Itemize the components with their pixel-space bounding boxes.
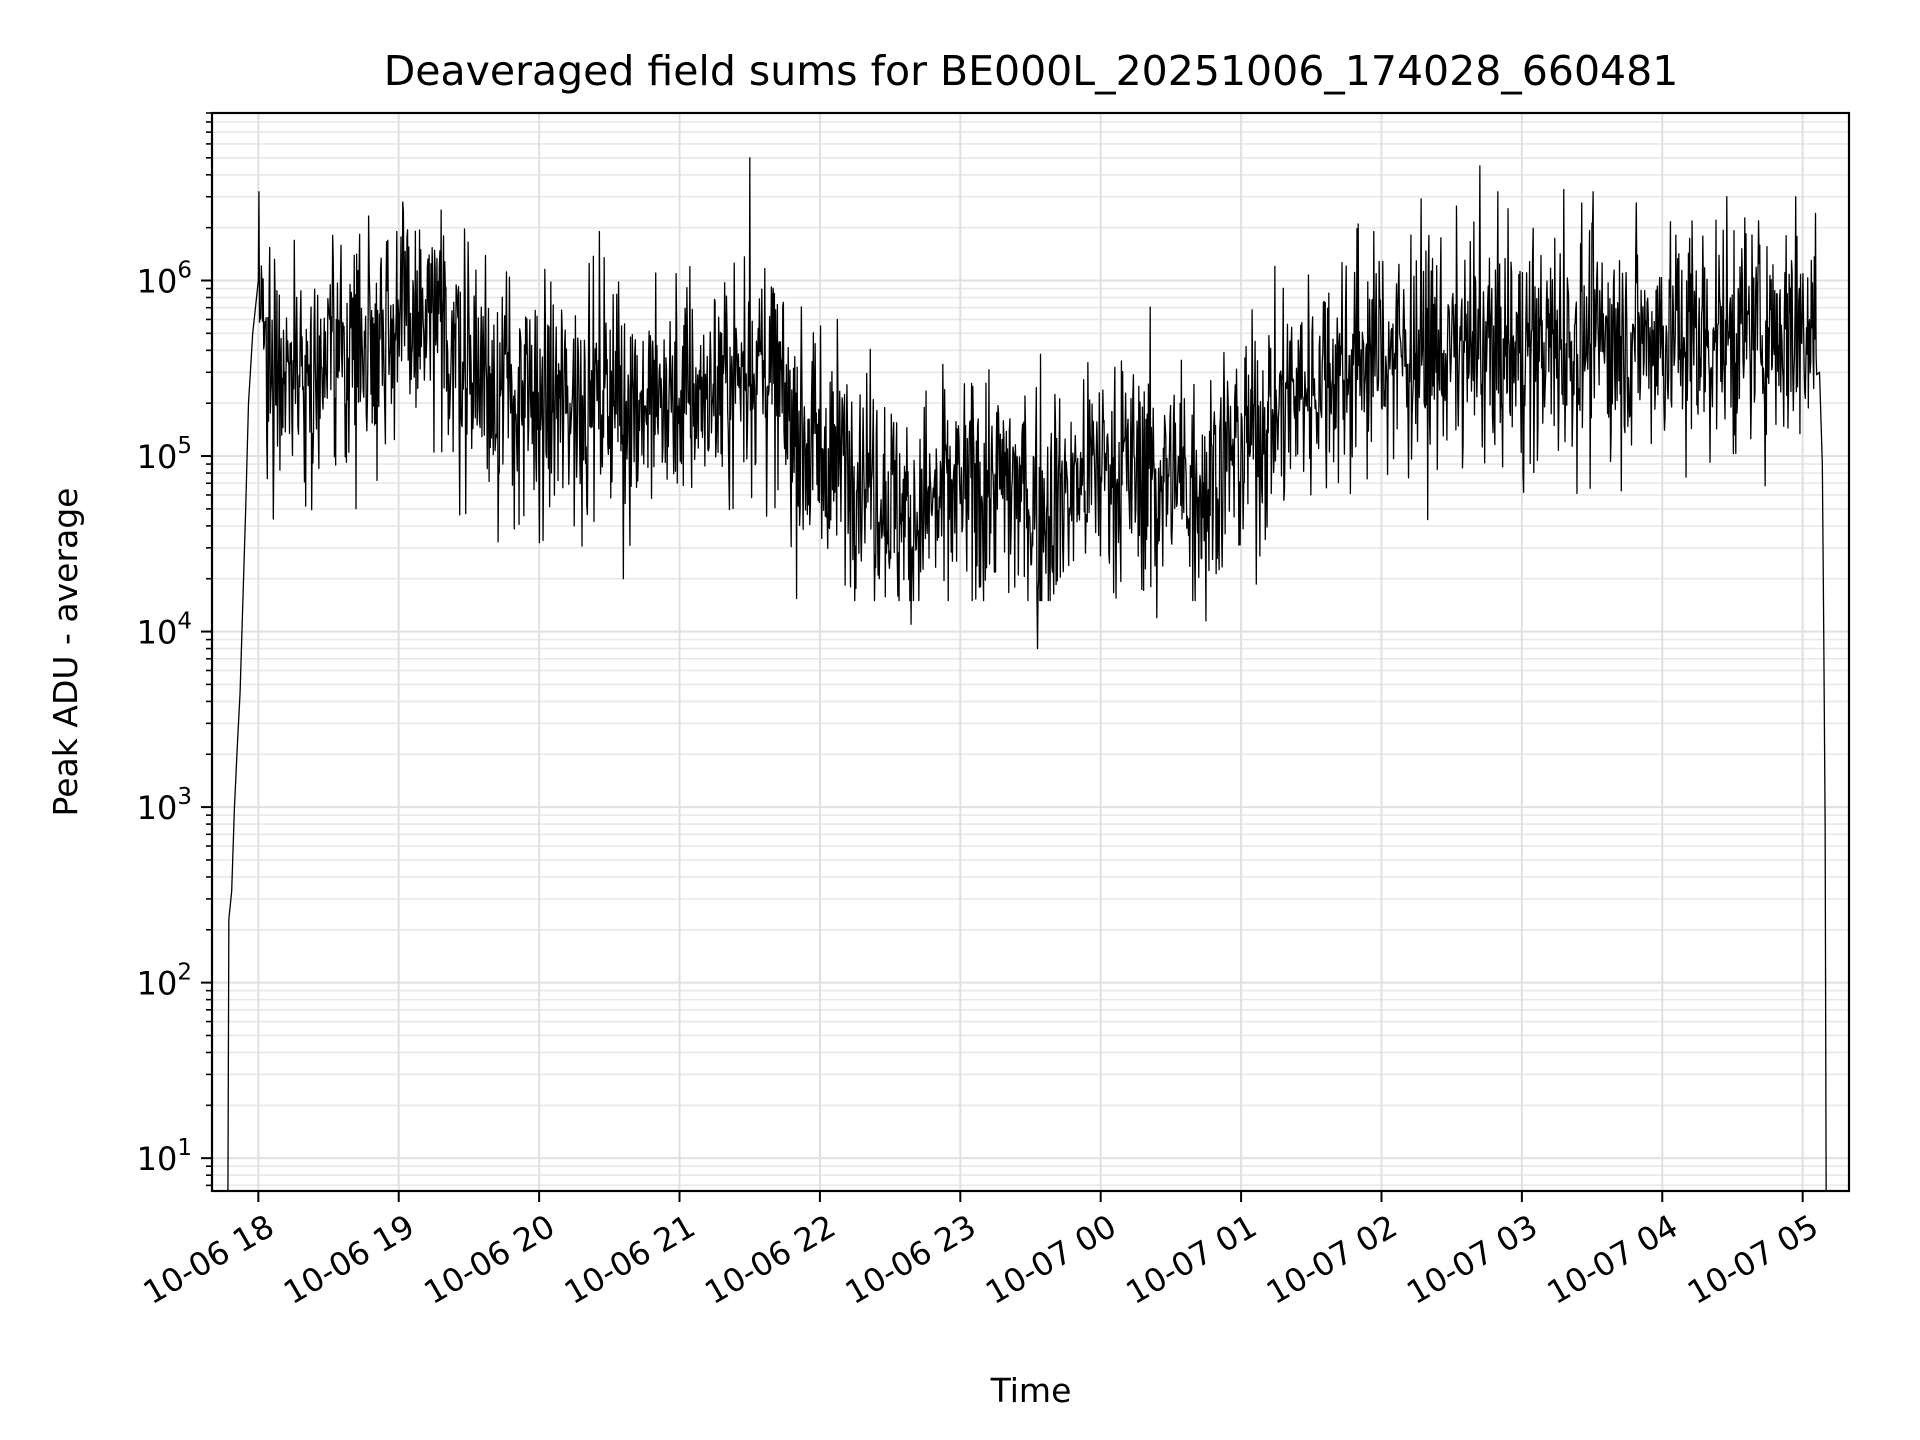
y-axis-label: Peak ADU - average <box>46 488 85 817</box>
y-axis: 101 102 103 104 105 106 <box>137 112 212 1187</box>
y-tick-label: 105 <box>137 433 192 476</box>
plot-area-frame <box>210 111 1851 1193</box>
data-series-layer <box>227 157 1827 1191</box>
y-tick-label: 106 <box>137 258 192 301</box>
y-tick-label: 102 <box>137 960 192 1003</box>
x-axis-label: Time <box>990 1371 1072 1410</box>
y-tick-label: 103 <box>137 784 192 827</box>
y-tick-label: 104 <box>137 609 192 652</box>
y-tick-label: 101 <box>137 1135 192 1178</box>
chart-title: Deaveraged field sums for BE000L_2025100… <box>384 47 1679 95</box>
series-line-field-sums <box>227 157 1827 1191</box>
